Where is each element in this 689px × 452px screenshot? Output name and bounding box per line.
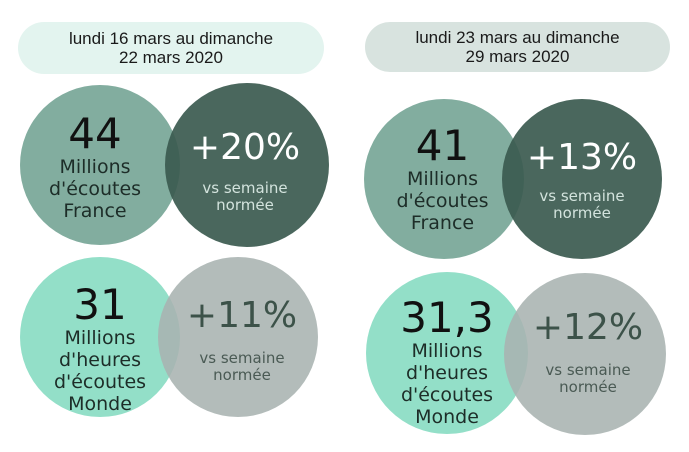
france-value-circle [20, 85, 180, 245]
france-value-block: 41 Millions d'écoutes France [365, 121, 520, 235]
france-value-circle [364, 99, 524, 259]
label-line: Millions [406, 168, 479, 190]
label-line: d'heures [58, 349, 142, 371]
monde-value-circle [20, 257, 180, 417]
label-line: d'écoutes [396, 190, 489, 212]
label-line: d'écoutes [400, 384, 494, 406]
monde-change: +11% [186, 295, 298, 336]
label-line: Millions [411, 340, 483, 362]
period-label-week-1: lundi 16 mars au dimanche 22 mars 2020 [18, 22, 324, 74]
france-change-circle [502, 99, 662, 259]
france-change-block: +13% vs semaine normée [512, 138, 652, 222]
vs-line: normée [553, 204, 611, 222]
monde-change-block: +11% vs semaine normée [172, 296, 312, 384]
label-line: Millions [64, 327, 136, 349]
monde-change-circle [158, 257, 318, 417]
vs-line: normée [216, 196, 274, 214]
france-change: +20% [189, 127, 301, 168]
vs-line: vs semaine [202, 179, 288, 197]
monde-value-circle [366, 272, 528, 434]
vs-line: vs semaine [545, 361, 631, 379]
label-line: France [410, 212, 475, 234]
vs-line: normée [559, 378, 617, 396]
vs-line: normée [213, 366, 271, 384]
monde-change-circle [504, 273, 666, 435]
france-value: 44 [68, 109, 122, 158]
france-value: 41 [415, 121, 470, 170]
monde-change-block: +12% vs semaine normée [518, 308, 658, 396]
label-line: France [63, 200, 127, 222]
label-line: Monde [415, 406, 479, 428]
period-label-week-2: lundi 23 mars au dimanche 29 mars 2020 [365, 22, 670, 72]
monde-change: +12% [532, 307, 644, 348]
label-line: Millions [59, 156, 131, 178]
france-change-circle [165, 83, 329, 247]
vs-line: vs semaine [539, 187, 625, 205]
france-change-block: +20% vs semaine normée [175, 128, 315, 214]
monde-value-block: 31 Millions d'heures d'écoutes Monde [25, 280, 175, 416]
label-line: d'écoutes [48, 178, 142, 200]
monde-value: 31,3 [400, 293, 494, 342]
france-change: +13% [526, 137, 638, 178]
label-line: d'heures [405, 362, 489, 384]
label-line: Monde [68, 393, 132, 415]
vs-line: vs semaine [199, 349, 285, 367]
label-line: d'écoutes [53, 371, 147, 393]
monde-value-block: 31,3 Millions d'heures d'écoutes Monde [372, 293, 522, 429]
monde-value: 31 [73, 280, 127, 329]
france-value-block: 44 Millions d'écoutes France [20, 109, 170, 223]
